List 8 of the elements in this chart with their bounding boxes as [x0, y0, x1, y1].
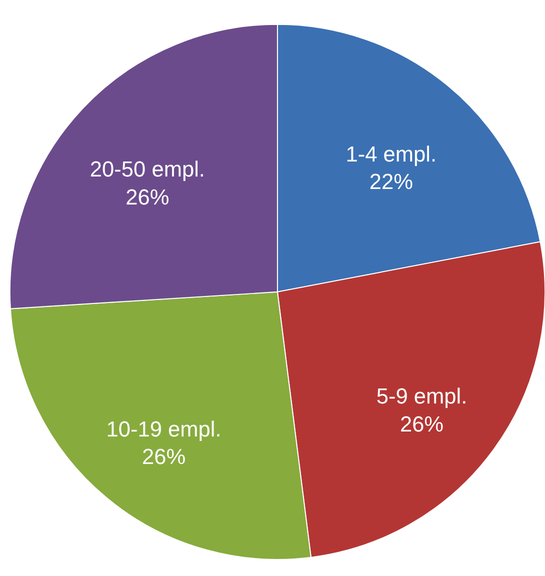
slice-label: 10-19 empl. — [106, 416, 222, 442]
data-label: 26% — [400, 411, 444, 436]
slice-label: 5-9 empl. — [376, 384, 468, 409]
data-label: 26% — [126, 184, 170, 210]
data-label: 22% — [369, 169, 413, 194]
slice-label: 20-50 empl. — [90, 156, 205, 182]
slice-label: 1-4 empl. — [346, 141, 437, 166]
data-label: 26% — [142, 444, 186, 470]
